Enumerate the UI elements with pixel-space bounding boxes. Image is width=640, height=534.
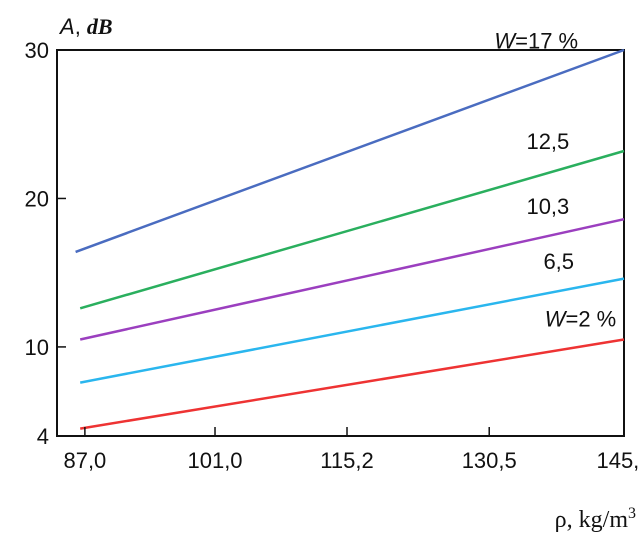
plot-frame (56, 49, 625, 437)
y-tick-label: 20 (25, 186, 49, 211)
series-label: 12,5 (526, 129, 569, 154)
x-tick-label: 130,5 (462, 448, 517, 473)
series-line (75, 48, 625, 254)
y-tick-label: 30 (25, 38, 49, 63)
x-tick-label: 101,0 (187, 448, 242, 473)
series-line (79, 277, 625, 384)
series-line (79, 338, 625, 430)
x-tick-label: 115,2 (320, 448, 373, 473)
series-label: 10,3 (526, 194, 569, 219)
series-label: W=17 % (494, 28, 578, 53)
y-axis-label: A, dB (58, 14, 113, 39)
series-label: 6,5 (543, 249, 574, 274)
y-tick-label: 10 (25, 335, 49, 360)
x-tick-label: 87,0 (63, 448, 106, 473)
x-tick-label: 145,0 (596, 448, 640, 473)
series-line (79, 217, 625, 341)
series-label: W=2 % (545, 307, 617, 332)
series-line (79, 149, 625, 310)
x-axis-label: ρ, kg/m3 (555, 505, 636, 533)
y-tick-label: 4 (37, 424, 49, 449)
